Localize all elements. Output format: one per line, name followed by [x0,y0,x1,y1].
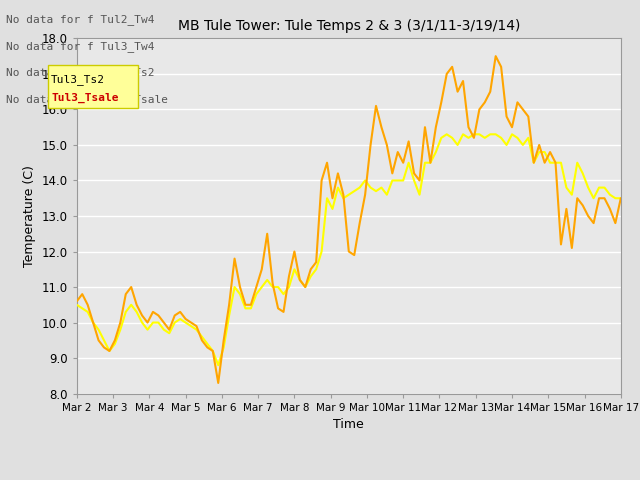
Legend: Tul2_Ts-2, Tul2_Ts-8: Tul2_Ts-2, Tul2_Ts-8 [237,478,460,480]
Title: MB Tule Tower: Tule Temps 2 & 3 (3/1/11-3/19/14): MB Tule Tower: Tule Temps 2 & 3 (3/1/11-… [178,19,520,33]
Text: No data for f Tul3_Tw4: No data for f Tul3_Tw4 [6,41,155,52]
Text: No data for f Tul2_Tw4: No data for f Tul2_Tw4 [6,14,155,25]
Y-axis label: Temperature (C): Temperature (C) [23,165,36,267]
X-axis label: Time: Time [333,418,364,431]
Text: Tul3_Tsale: Tul3_Tsale [51,93,118,103]
Text: No data for f Tul3_Ts2: No data for f Tul3_Ts2 [6,67,155,78]
Text: No data for f Tul3_Tsale: No data for f Tul3_Tsale [6,94,168,105]
Text: Tul3_Ts2: Tul3_Ts2 [51,74,105,85]
